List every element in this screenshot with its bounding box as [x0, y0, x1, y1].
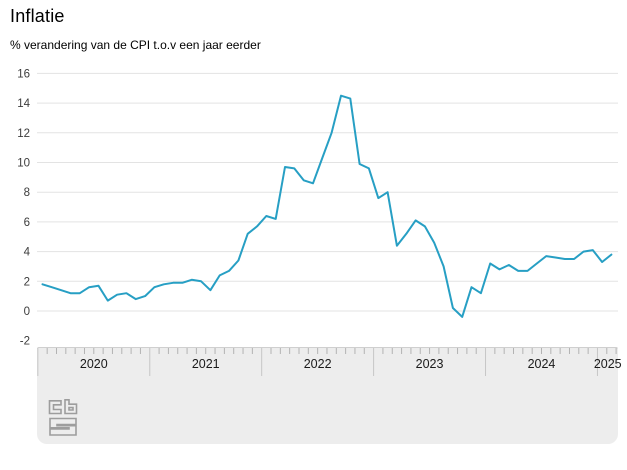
chart-subtitle: % verandering van de CPI t.o.v een jaar … [10, 38, 261, 52]
chart-title: Inflatie [10, 6, 65, 26]
y-tick-label: 4 [24, 247, 31, 259]
gridlines [37, 72, 618, 312]
x-axis-ticks [37, 348, 617, 376]
y-tick-label: -2 [20, 336, 30, 347]
inflation-line-series [41, 94, 613, 318]
x-axis-band: 2020 2021 2022 2023 2024 2025 [37, 347, 622, 444]
x-axis-year-label: 2020 [79, 357, 108, 371]
y-tick-label: 8 [24, 187, 30, 199]
y-tick-label: 16 [17, 68, 30, 80]
cbs-logo [48, 399, 78, 436]
y-axis-tick-labels: 16 14 12 10 8 6 4 2 0 -2 [17, 68, 30, 347]
chart-plot-area: 16 14 12 10 8 6 4 2 0 -2 [17, 68, 618, 347]
x-axis-year-label: 2021 [191, 357, 220, 371]
x-axis-year-label: 2023 [415, 357, 444, 371]
y-tick-label: 12 [17, 128, 30, 140]
y-tick-label: 14 [17, 98, 30, 110]
y-tick-label: 10 [17, 158, 30, 170]
x-axis-year-label: 2024 [527, 357, 556, 371]
y-tick-label: 0 [24, 306, 30, 318]
cbs-logo-icon [48, 399, 78, 436]
y-tick-label: 2 [24, 276, 30, 288]
x-axis-year-label: 2022 [303, 357, 332, 371]
y-tick-label: 6 [24, 217, 30, 229]
x-axis-year-label: 2025 [593, 357, 622, 371]
